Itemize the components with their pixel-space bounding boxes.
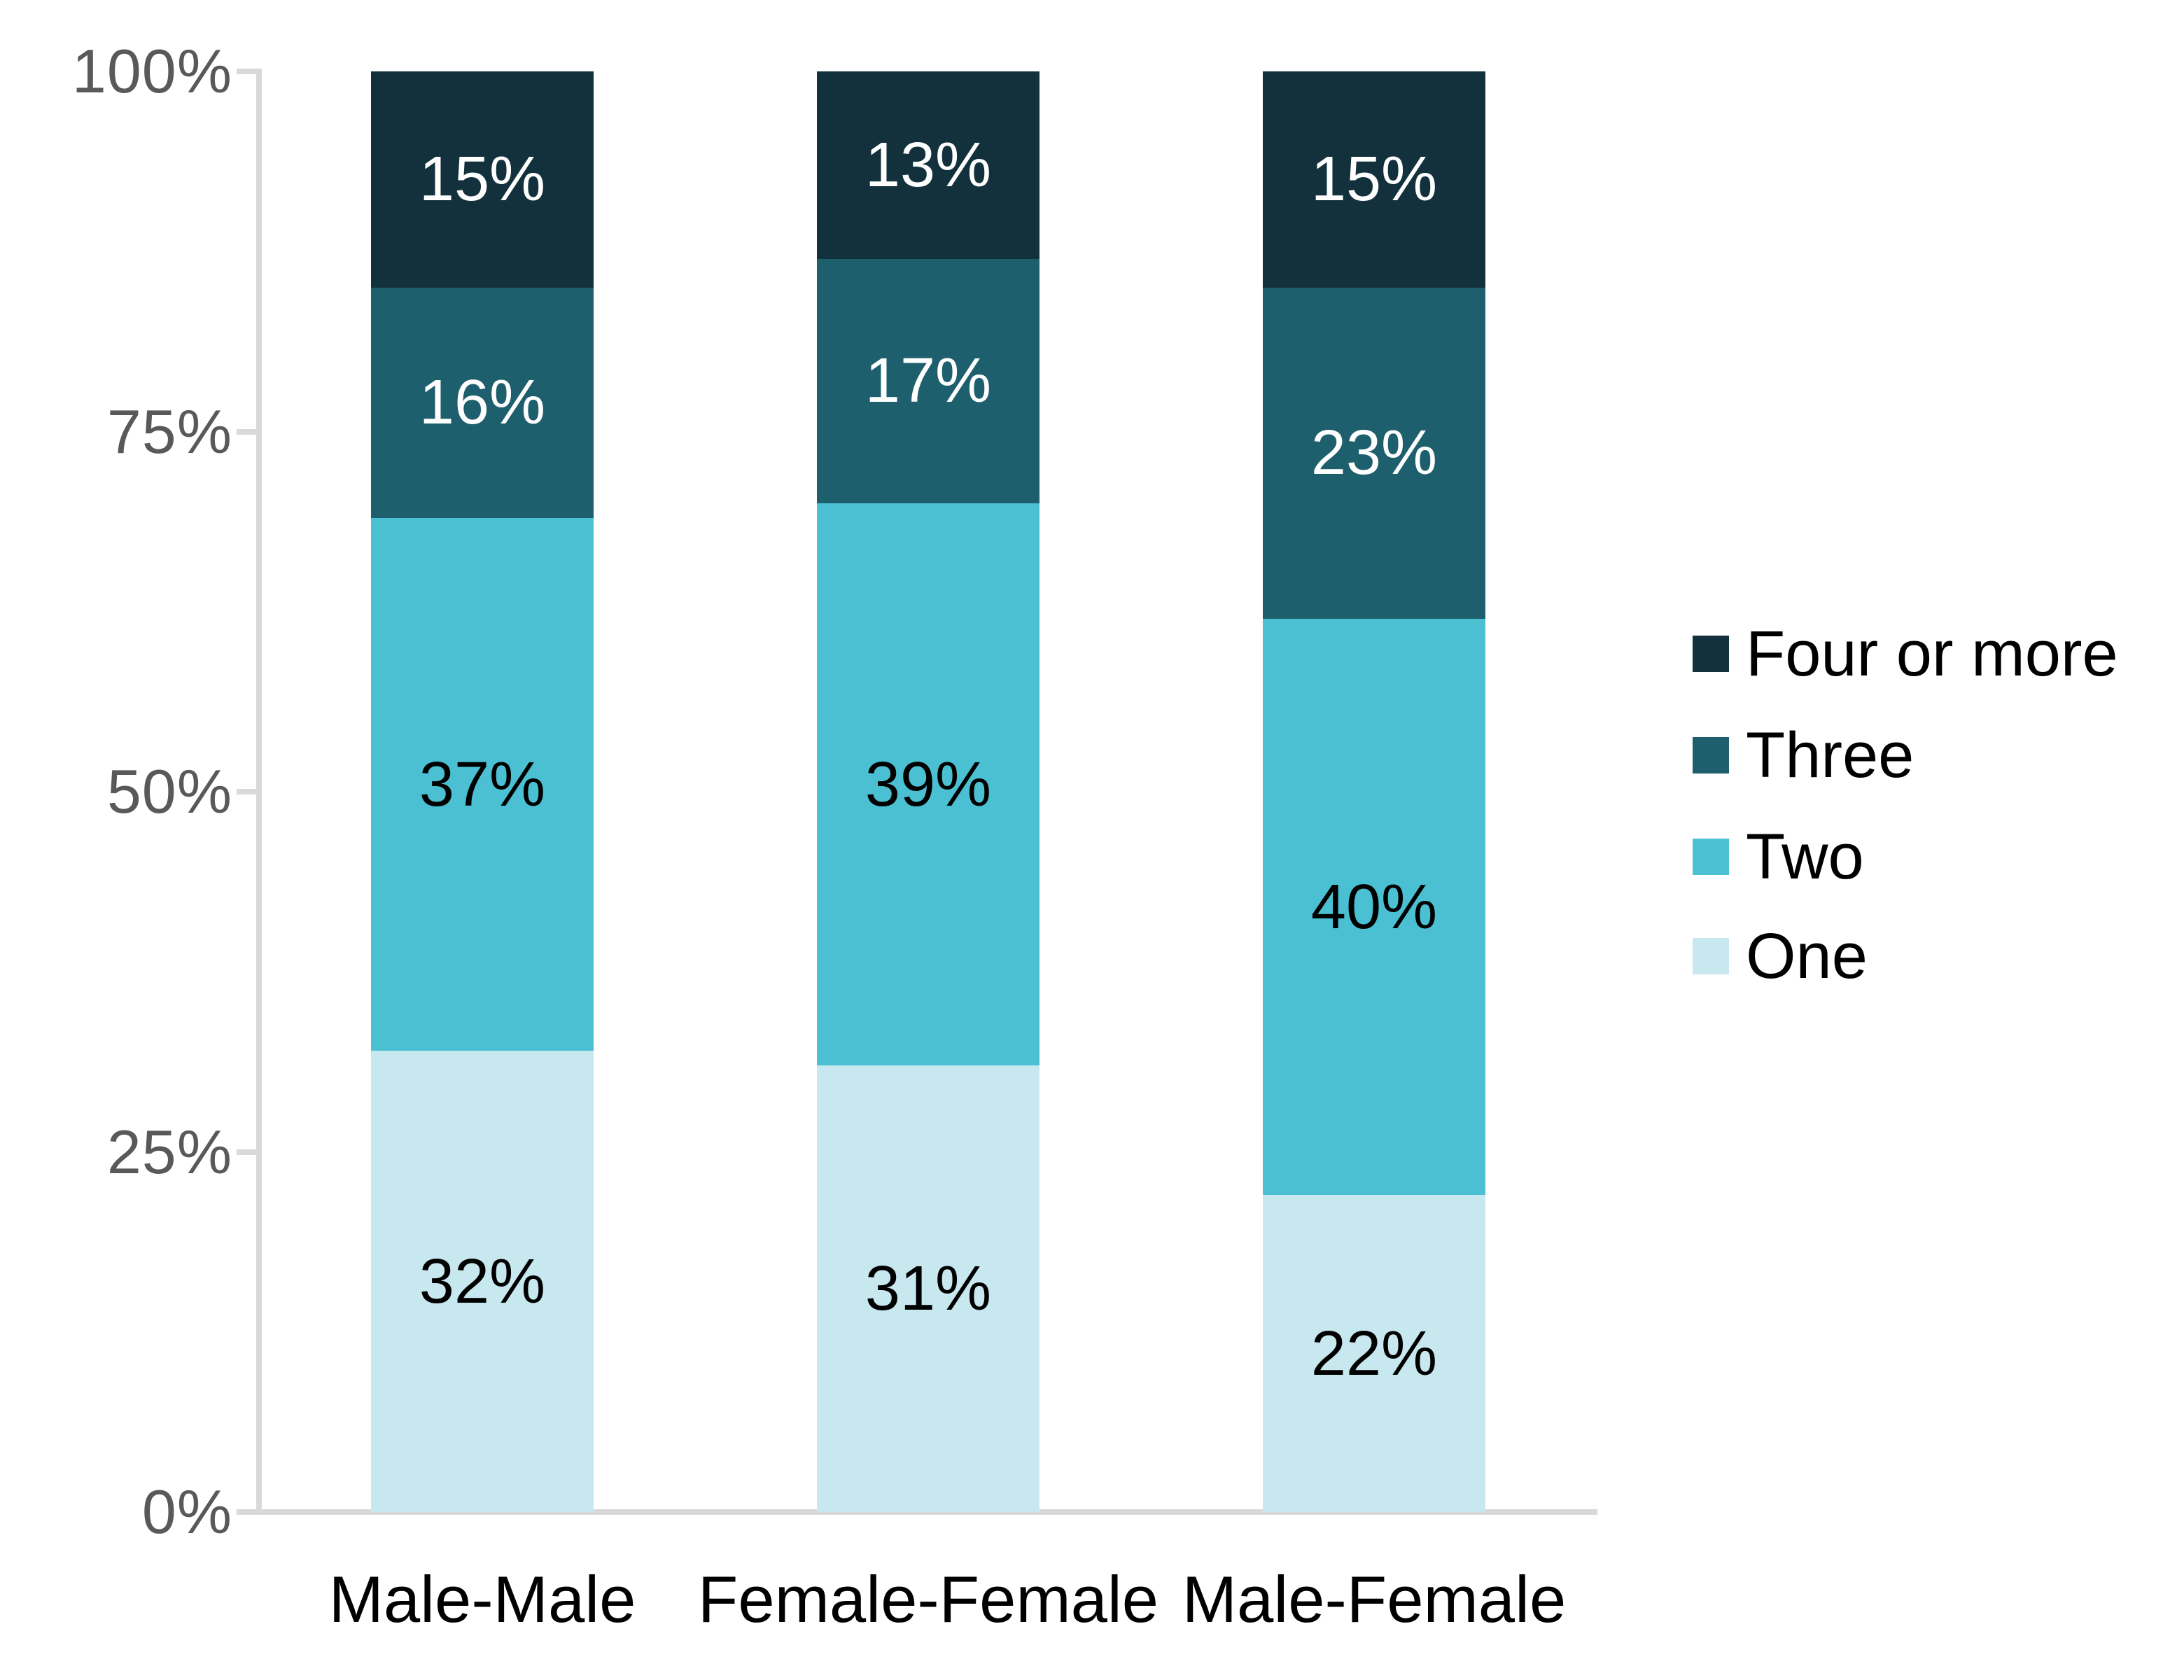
legend-label: Three (1746, 720, 1914, 791)
segment-value-label: 32% (419, 1246, 546, 1317)
segment-value-label: 23% (1310, 418, 1438, 489)
segment-three: 23% (1263, 287, 1485, 620)
x-axis-line (237, 1509, 1597, 1515)
legend-label: Four or more (1746, 618, 2118, 690)
legend-label: One (1746, 920, 1868, 992)
segment-value-label: 15% (419, 144, 546, 215)
y-axis-tick-mark-25 (237, 1149, 262, 1155)
y-axis-tick-label-25: 25% (106, 1116, 232, 1186)
legend-item-three: Three (1693, 723, 1914, 788)
legend-item-two: Two (1693, 825, 1864, 889)
segment-value-label: 22% (1310, 1318, 1438, 1389)
legend-item-four-or-more: Four or more (1693, 622, 2118, 686)
legend-swatch (1693, 737, 1729, 774)
y-axis-tick-label-100: 100% (71, 36, 232, 106)
y-axis-tick-label-0: 0% (141, 1477, 232, 1546)
x-axis-category-label: Male-Female (1182, 1562, 1567, 1636)
segment-four-or-more: 15% (371, 71, 594, 288)
bar-male-female: 22% 40% 23% 15% (1263, 71, 1485, 1512)
segment-value-label: 17% (864, 346, 992, 416)
x-axis-category-label: Male-Male (328, 1562, 636, 1636)
segment-value-label: 39% (864, 749, 992, 820)
segment-three: 17% (817, 258, 1040, 504)
y-axis-tick-mark-75 (237, 428, 262, 435)
y-axis-line (256, 69, 262, 1515)
segment-value-label: 37% (419, 749, 546, 820)
segment-four-or-more: 13% (817, 71, 1040, 259)
y-axis-tick-mark-50 (237, 789, 262, 794)
segment-value-label: 16% (419, 368, 546, 438)
segment-three: 16% (371, 287, 594, 518)
legend-swatch (1693, 636, 1729, 672)
segment-one: 31% (817, 1065, 1040, 1512)
segment-two: 37% (371, 518, 594, 1051)
segment-one: 22% (1263, 1195, 1485, 1512)
legend-label: Two (1746, 821, 1864, 892)
segment-value-label: 40% (1310, 872, 1438, 942)
segment-four-or-more: 15% (1263, 71, 1485, 288)
y-axis-tick-label-75: 75% (106, 396, 232, 466)
segment-one: 32% (371, 1051, 594, 1512)
legend-item-one: One (1693, 924, 1868, 988)
legend-swatch (1693, 839, 1729, 875)
segment-value-label: 31% (864, 1254, 992, 1324)
bar-female-female: 31% 39% 17% 13% (817, 71, 1040, 1512)
legend-swatch (1693, 938, 1729, 974)
segment-two: 39% (817, 503, 1040, 1066)
bar-male-male: 32% 37% 16% 15% (371, 71, 594, 1512)
y-axis-tick-mark-100 (237, 69, 262, 74)
segment-two: 40% (1263, 619, 1485, 1196)
y-axis-tick-label-50: 50% (106, 757, 232, 826)
x-axis-category-label: Female-Female (697, 1562, 1159, 1636)
segment-value-label: 13% (864, 130, 992, 200)
segment-value-label: 15% (1310, 144, 1438, 215)
